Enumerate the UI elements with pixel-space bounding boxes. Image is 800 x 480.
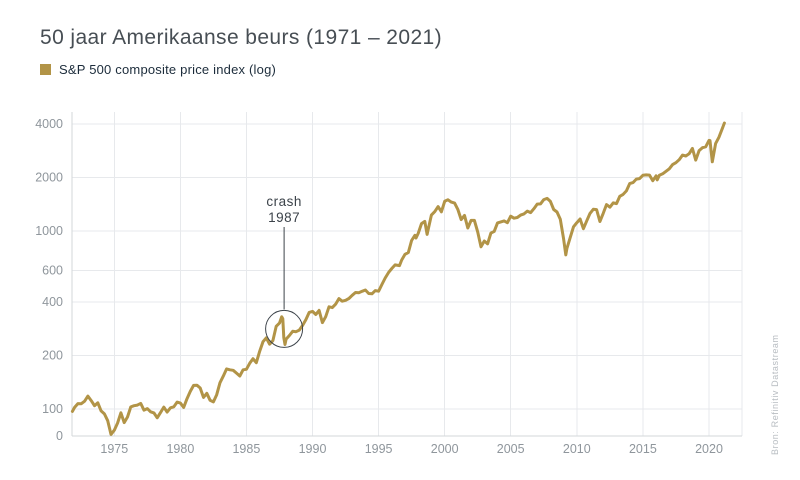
- x-tick-label-2010: 2010: [563, 442, 591, 456]
- y-tick-label-1000: 1000: [35, 224, 63, 238]
- y-tick-label-0: 0: [56, 429, 63, 443]
- y-tick-label-4000: 4000: [35, 117, 63, 131]
- x-tick-label-1995: 1995: [365, 442, 393, 456]
- y-tick-label-200: 200: [42, 348, 63, 362]
- x-tick-label-1980: 1980: [166, 442, 194, 456]
- page-title: 50 jaar Amerikaanse beurs (1971 – 2021): [40, 26, 443, 49]
- legend: S&P 500 composite price index (log): [40, 62, 442, 77]
- sp500-line: [70, 121, 726, 436]
- y-tick-label-600: 600: [42, 264, 63, 278]
- y-tick-label-400: 400: [42, 295, 63, 309]
- chart-header: 50 jaar Amerikaanse beurs (1971 – 2021) …: [40, 26, 442, 77]
- x-tick-label-1990: 1990: [299, 442, 327, 456]
- legend-label: S&P 500 composite price index (log): [59, 62, 277, 77]
- y-tick-label-100: 100: [42, 402, 63, 416]
- x-tick-label-2005: 2005: [497, 442, 525, 456]
- legend-swatch-icon: [40, 64, 51, 75]
- y-tick-label-2000: 2000: [35, 171, 63, 185]
- annotation-text-1: crash: [266, 194, 302, 209]
- x-tick-label-2015: 2015: [629, 442, 657, 456]
- x-tick-label-1975: 1975: [100, 442, 128, 456]
- source-note: Bron: Refinitiv Datastream: [770, 334, 780, 455]
- annotation-text-2: 1987: [268, 210, 300, 225]
- x-tick-label-2020: 2020: [695, 442, 723, 456]
- x-tick-label-1985: 1985: [232, 442, 260, 456]
- x-tick-label-2000: 2000: [431, 442, 459, 456]
- annotation-circle: [265, 309, 304, 348]
